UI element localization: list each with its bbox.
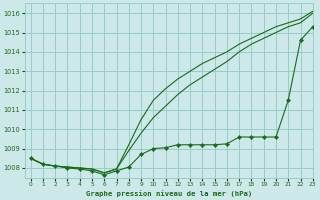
X-axis label: Graphe pression niveau de la mer (hPa): Graphe pression niveau de la mer (hPa) bbox=[85, 190, 252, 197]
